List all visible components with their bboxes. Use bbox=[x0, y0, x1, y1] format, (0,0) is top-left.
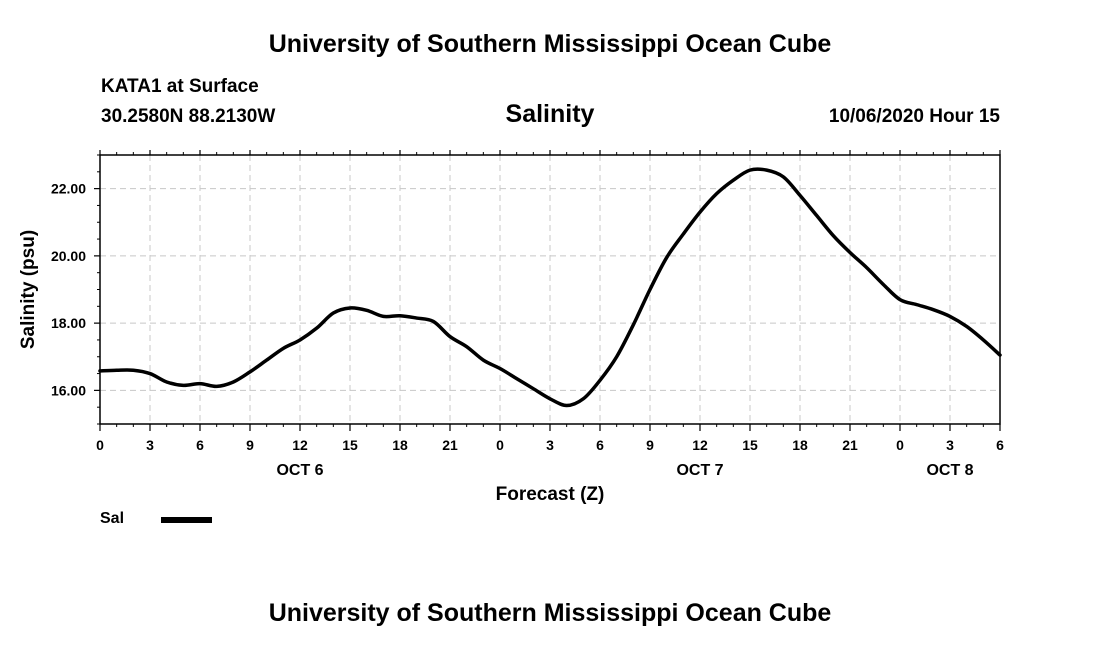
x-tick-label: 15 bbox=[342, 437, 358, 453]
x-tick-label: 9 bbox=[646, 437, 654, 453]
x-tick-label: 3 bbox=[146, 437, 154, 453]
x-tick-label: 3 bbox=[546, 437, 554, 453]
legend-label: Sal bbox=[100, 510, 125, 527]
station-coordinates: 30.2580N 88.2130W bbox=[101, 106, 276, 127]
x-tick-label: 0 bbox=[896, 437, 904, 453]
y-tick-label: 16.00 bbox=[51, 382, 86, 398]
x-tick-label: 6 bbox=[196, 437, 204, 453]
page-title: University of Southern Mississippi Ocean… bbox=[268, 30, 832, 58]
x-tick-label: 18 bbox=[792, 437, 808, 453]
x-tick-label: 12 bbox=[292, 437, 308, 453]
chart-ticks bbox=[94, 150, 1001, 431]
x-tick-label: 0 bbox=[96, 437, 104, 453]
forecast-datetime: 10/06/2020 Hour 15 bbox=[828, 106, 1000, 127]
x-tick-label: 12 bbox=[692, 437, 708, 453]
x-tick-label: 21 bbox=[442, 437, 458, 453]
x-tick-label: 6 bbox=[996, 437, 1004, 453]
legend-swatch bbox=[161, 517, 212, 523]
y-tick-label: 18.00 bbox=[51, 315, 86, 331]
chart-grid bbox=[100, 155, 1000, 424]
station-label: KATA1 at Surface bbox=[101, 76, 259, 97]
y-tick-label: 20.00 bbox=[51, 248, 86, 264]
x-tick-label: 6 bbox=[596, 437, 604, 453]
chart-series bbox=[98, 167, 1002, 408]
y-axis-label: Salinity (psu) bbox=[18, 230, 39, 349]
series-line-sal bbox=[98, 167, 1002, 408]
chart-title: Salinity bbox=[505, 100, 595, 128]
y-tick-label: 22.00 bbox=[51, 181, 86, 197]
chart-labels: 0 3 6 9 12 15 18 21 0 3 6 9 12 15 18 21 0 3 6 16.00 18.00 20.… bbox=[51, 181, 1004, 479]
day-label: OCT 6 bbox=[276, 462, 323, 479]
x-tick-label: 21 bbox=[842, 437, 858, 453]
x-axis-label: Forecast (Z) bbox=[496, 484, 605, 505]
x-tick-label: 9 bbox=[246, 437, 254, 453]
x-tick-label: 3 bbox=[946, 437, 954, 453]
x-tick-label: 18 bbox=[392, 437, 408, 453]
footer-title: University of Southern Mississippi Ocean… bbox=[268, 599, 832, 627]
day-label: OCT 7 bbox=[676, 462, 723, 479]
x-tick-label: 0 bbox=[496, 437, 504, 453]
x-tick-label: 15 bbox=[742, 437, 758, 453]
day-label: OCT 8 bbox=[926, 462, 973, 479]
